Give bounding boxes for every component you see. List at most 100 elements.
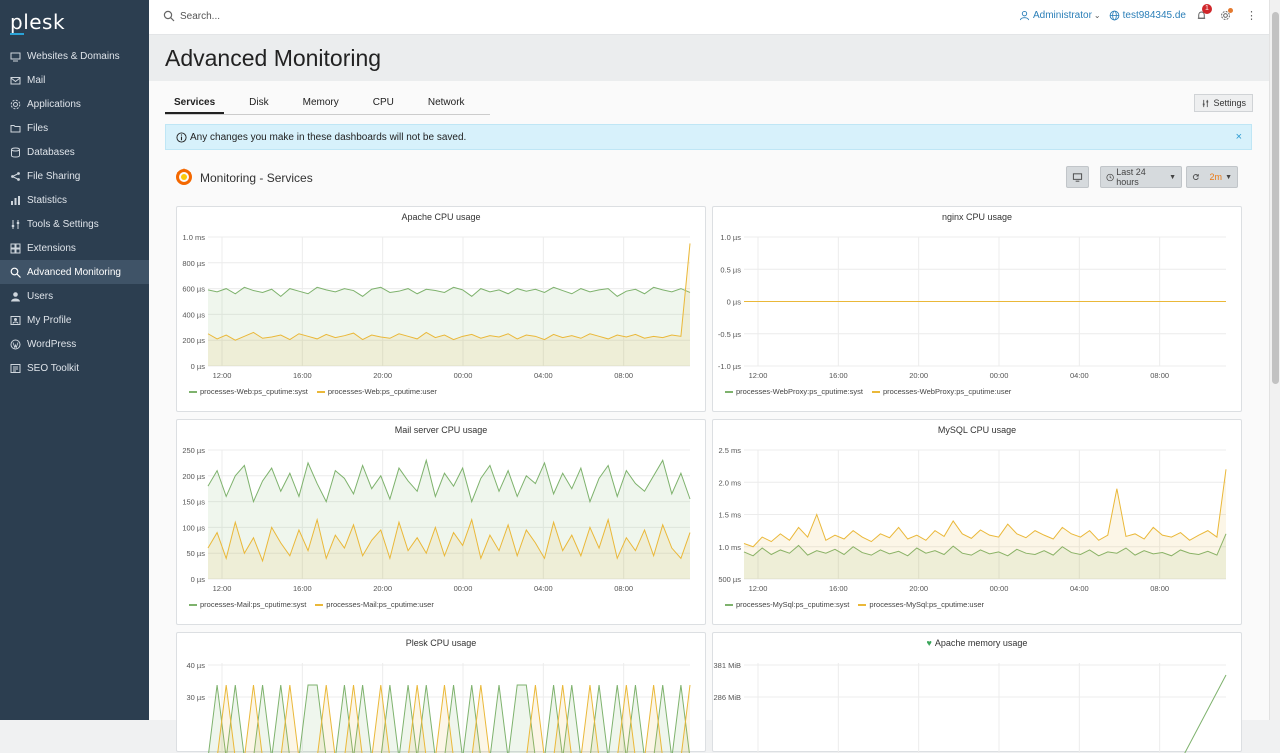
chart-plot[interactable]: 286 MiB 381 MiB	[713, 633, 1243, 753]
x-tick-label: 20:00	[909, 584, 928, 593]
legend-item[interactable]: processes-MySql:ps_cputime:syst	[725, 600, 849, 609]
vertical-dots-icon: ⋮	[1246, 10, 1257, 22]
notifications-button[interactable]: 1	[1196, 4, 1212, 21]
settings-button[interactable]: Settings	[1194, 94, 1253, 112]
tab-memory[interactable]: Memory	[302, 97, 339, 108]
panel-title-text: Plesk CPU usage	[405, 638, 477, 648]
y-tick-label: -1.0 µs	[718, 362, 741, 371]
search-input[interactable]: Search...	[180, 10, 221, 22]
chart-legend: processes-Web:ps_cputime:syst processes-W…	[189, 387, 446, 396]
extensions-status-button[interactable]	[1220, 8, 1234, 21]
panel-title[interactable]: nginx CPU usage	[713, 212, 1241, 222]
panel-plesk-cpu-usage[interactable]: Plesk CPU usage 30 µs 40 µs	[176, 632, 707, 753]
legend-swatch	[189, 390, 197, 393]
series-line-user[interactable]	[207, 517, 691, 563]
panel-title[interactable]: Plesk CPU usage	[177, 638, 705, 648]
info-icon	[176, 131, 187, 143]
y-tick-label: 0 µs	[191, 362, 206, 371]
domain-selector[interactable]: test984345.de	[1109, 10, 1186, 21]
panel-apache-cpu-usage[interactable]: Apache CPU usage 12:00 16:00 20:00 00:00 04:0…	[176, 206, 706, 412]
page-scrollbar[interactable]	[1269, 0, 1280, 720]
legend-item[interactable]: processes-Web:ps_cputime:user	[316, 387, 437, 396]
monitor-icon	[1072, 172, 1083, 182]
share-icon	[10, 171, 21, 182]
plesk-logo[interactable]: plesk	[10, 10, 66, 34]
sidebar-item-label: WordPress	[27, 338, 77, 350]
panel-apache-memory-usage[interactable]: ♥ Apache memory usage 286 MiB 381 MiB	[712, 632, 1243, 753]
sidebar-item-wordpress[interactable]: WordPress	[0, 332, 149, 356]
panel-title-text: MySQL CPU usage	[937, 425, 1017, 435]
series-line-syst[interactable]	[743, 533, 1227, 557]
x-tick-label: 12:00	[749, 584, 768, 593]
series-line-user[interactable]	[743, 469, 1227, 548]
series-line-syst[interactable]	[207, 286, 691, 297]
sidebar-item-label: Tools & Settings	[27, 218, 99, 230]
panel-title[interactable]: Apache CPU usage	[177, 212, 705, 222]
more-menu-button[interactable]: ⋮	[1246, 9, 1257, 22]
x-tick-label: 16:00	[829, 371, 848, 380]
sidebar-item-label: SEO Toolkit	[27, 362, 80, 374]
sidebar-item-file-sharing[interactable]: File Sharing	[0, 164, 149, 188]
legend-label: processes-MySql:ps_cputime:syst	[736, 600, 850, 609]
legend-item[interactable]: processes-Web:ps_cputime:syst	[189, 387, 308, 396]
sidebar-item-files[interactable]: Files	[0, 116, 149, 140]
dashboard-title[interactable]: Monitoring - Services	[200, 171, 313, 185]
sidebar-item-tools-settings[interactable]: Tools & Settings	[0, 212, 149, 236]
chart-plot[interactable]: 12:00 16:00 20:00 00:00 04:00 08:00 0 µs 50 µs 1…	[177, 420, 707, 626]
sidebar-item-applications[interactable]: Applications	[0, 92, 149, 116]
legend-item[interactable]: processes-Mail:ps_cputime:user	[315, 600, 434, 609]
sidebar-item-extensions[interactable]: Extensions	[0, 236, 149, 260]
sidebar-item-mail[interactable]: Mail	[0, 68, 149, 92]
sidebar-item-seo-toolkit[interactable]: SEO Toolkit	[0, 356, 149, 380]
panel-title[interactable]: ♥ Apache memory usage	[713, 638, 1241, 648]
x-tick-label: 12:00	[749, 371, 768, 380]
refresh-interval-label[interactable]: 2m	[1209, 172, 1223, 182]
cycle-view-mode-button[interactable]	[1066, 166, 1089, 188]
sidebar-item-advanced-monitoring[interactable]: Advanced Monitoring	[0, 260, 149, 284]
series-line-syst[interactable]	[207, 458, 691, 504]
scrollbar-thumb[interactable]	[1272, 12, 1279, 384]
refresh-button[interactable]: 2m ▼	[1186, 166, 1238, 188]
tab-network[interactable]: Network	[427, 97, 465, 108]
panel-title[interactable]: Mail server CPU usage	[177, 425, 705, 435]
time-range-picker[interactable]: Last 24 hours ▼	[1100, 166, 1182, 188]
info-alert: Any changes you make in these dashboards…	[165, 124, 1252, 150]
tab-disk[interactable]: Disk	[249, 97, 269, 108]
sidebar-item-label: Databases	[27, 146, 75, 158]
user-menu[interactable]: Administrator ⌄	[1019, 10, 1101, 21]
legend-item[interactable]: processes-WebProxy:ps_cputime:user	[872, 387, 1011, 396]
tab-services[interactable]: Services	[165, 94, 225, 114]
panel-title[interactable]: MySQL CPU usage	[713, 425, 1241, 435]
x-tick-label: 16:00	[829, 584, 848, 593]
legend-item[interactable]: processes-Mail:ps_cputime:syst	[189, 600, 306, 609]
y-tick-label: 1.0 ms	[182, 233, 205, 242]
chart-plot[interactable]: 12:00 16:00 20:00 00:00 04:00 08:00 500 µs 1.0 …	[713, 420, 1243, 626]
legend-item[interactable]: processes-MySql:ps_cputime:user	[858, 600, 984, 609]
chart-plot[interactable]: 30 µs 40 µs	[177, 633, 707, 753]
series-line-syst[interactable]	[744, 674, 1227, 753]
y-tick-label: 381 MiB	[713, 661, 741, 670]
chart-plot[interactable]: 12:00 16:00 20:00 00:00 04:00 08:00 -1.0 µs -0.…	[713, 207, 1243, 413]
panel-mail-server-cpu-usage[interactable]: Mail server CPU usage 12:00 16:00 20:00 00:0…	[176, 419, 706, 625]
legend-item[interactable]: processes-WebProxy:ps_cputime:syst	[725, 387, 863, 396]
tab-cpu[interactable]: CPU	[372, 97, 394, 108]
series-area	[208, 287, 690, 366]
alert-close-button[interactable]: ×	[1235, 131, 1242, 143]
sidebar-item-statistics[interactable]: Statistics	[0, 188, 149, 212]
settings-label: Settings	[1213, 98, 1246, 108]
chart-plot[interactable]: 12:00 16:00 20:00 00:00 04:00 08:00 0 µs 200 µs…	[177, 207, 707, 413]
sidebar-item-users[interactable]: Users	[0, 284, 149, 308]
sidebar-item-websites-domains[interactable]: Websites & Domains	[0, 44, 149, 68]
series-line-user[interactable]	[207, 243, 691, 341]
panel-nginx-cpu-usage[interactable]: nginx CPU usage 12:00 16:00 20:00 00:00 04:00…	[712, 206, 1242, 412]
sidebar-item-my-profile[interactable]: My Profile	[0, 308, 149, 332]
legend-swatch	[189, 603, 197, 606]
chevron-down-icon: ⌄	[1093, 11, 1101, 20]
search-box[interactable]: Search...	[163, 10, 220, 22]
x-tick-label: 00:00	[990, 584, 1009, 593]
top-bar: Search... Administrator ⌄ test984345.de …	[149, 0, 1269, 35]
sidebar-item-databases[interactable]: Databases	[0, 140, 149, 164]
panel-mysql-cpu-usage[interactable]: MySQL CPU usage 12:00 16:00 20:00 00:00 04:00…	[712, 419, 1242, 625]
y-tick-label: 0.5 µs	[720, 265, 741, 274]
legend-label: processes-Mail:ps_cputime:syst	[200, 600, 307, 609]
